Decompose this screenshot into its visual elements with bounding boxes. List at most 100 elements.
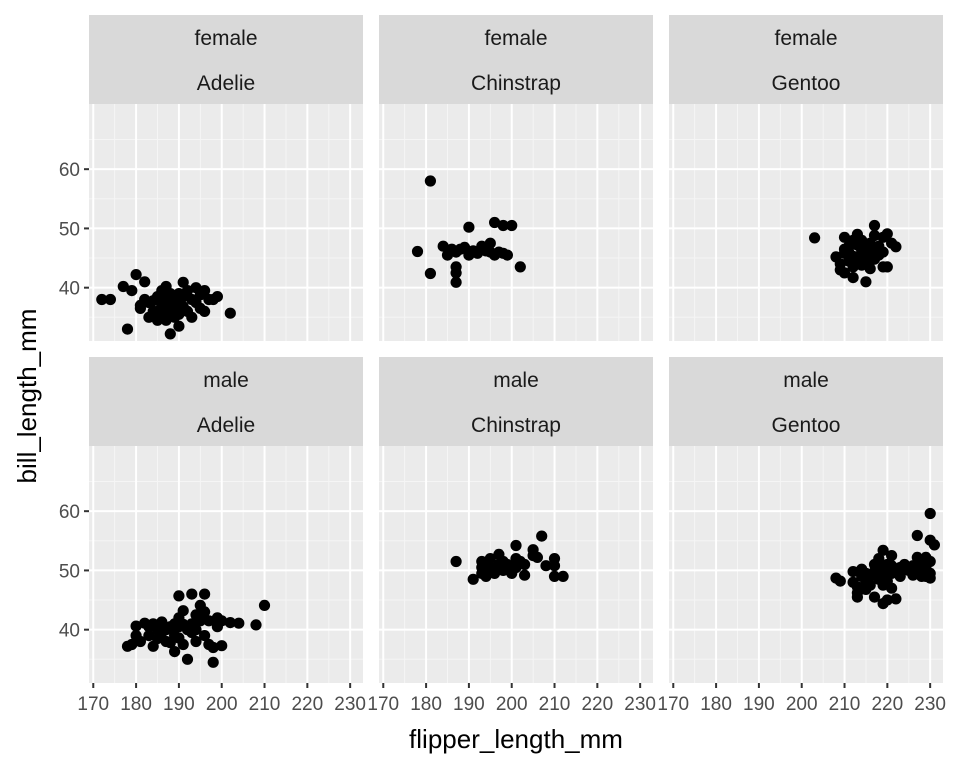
x-tick-label: 180 — [410, 694, 442, 715]
x-tick-label: 190 — [743, 694, 775, 715]
data-point — [881, 228, 893, 240]
data-point — [868, 219, 881, 232]
data-point — [548, 560, 561, 572]
data-point — [834, 575, 846, 587]
data-point — [199, 606, 211, 618]
data-point — [531, 551, 544, 564]
x-tick-label: 230 — [624, 694, 656, 715]
data-point — [224, 617, 236, 629]
data-point — [411, 245, 424, 258]
data-point — [177, 638, 189, 651]
data-point — [143, 630, 155, 642]
facet-strip — [669, 357, 943, 446]
data-point — [190, 635, 202, 648]
data-point — [838, 231, 851, 243]
x-tick-label: 220 — [871, 694, 903, 715]
data-point — [484, 553, 496, 565]
data-point — [809, 232, 821, 244]
facet-panel: female Chinstrap — [379, 15, 653, 341]
data-point — [199, 285, 211, 297]
data-point — [199, 630, 211, 642]
data-point — [224, 307, 236, 319]
data-point — [207, 656, 219, 668]
data-point — [501, 558, 513, 571]
x-tick-label: 230 — [914, 694, 946, 715]
x-tick-label: 180 — [120, 694, 152, 715]
data-point — [868, 591, 881, 603]
data-point — [881, 261, 893, 273]
data-point — [117, 280, 129, 293]
y-tick-label: 50 — [59, 561, 80, 582]
data-point — [851, 587, 864, 599]
data-point — [864, 579, 876, 591]
data-point — [186, 588, 198, 600]
data-point — [894, 570, 906, 583]
facet-strip-label-species: Adelie — [197, 72, 255, 95]
data-point — [181, 285, 194, 297]
data-point — [886, 582, 898, 594]
facet-strip-label-species: Gentoo — [772, 414, 841, 437]
facet-strip-label-species: Adelie — [197, 414, 255, 437]
data-point — [873, 561, 885, 574]
data-point — [96, 293, 108, 306]
data-point — [126, 638, 138, 651]
data-point — [450, 267, 462, 279]
data-point — [924, 555, 936, 568]
data-point — [890, 593, 902, 605]
data-point — [860, 276, 872, 288]
facet-panel: female Adelie — [89, 15, 363, 341]
data-point — [199, 588, 211, 600]
data-point — [199, 305, 211, 317]
facet-strip-label-sex: female — [774, 27, 837, 50]
facet-strip — [669, 15, 943, 104]
y-axis-title: bill_length_mm — [12, 309, 42, 484]
data-point — [211, 291, 223, 303]
data-point — [216, 640, 228, 652]
panel-background — [89, 104, 363, 341]
y-tick-label: 60 — [59, 502, 80, 523]
data-point — [190, 624, 202, 636]
facet-strip-label-species: Chinstrap — [471, 414, 561, 437]
data-point — [540, 560, 552, 572]
data-point — [484, 237, 496, 249]
x-tick-label: 170 — [77, 694, 109, 715]
facet-strip-label-sex: female — [194, 27, 257, 50]
data-point — [886, 550, 898, 562]
x-tick-label: 210 — [539, 694, 571, 715]
facet-panel: male Gentoo — [669, 357, 943, 683]
data-point — [519, 558, 531, 571]
x-tick-label: 180 — [700, 694, 732, 715]
data-point — [450, 555, 462, 568]
x-tick-label: 230 — [334, 694, 366, 715]
facet-strip-label-sex: male — [783, 369, 829, 392]
facet-strip — [379, 357, 653, 446]
facet-strip — [89, 15, 363, 104]
data-point — [877, 544, 889, 556]
panel-background — [669, 104, 943, 341]
data-point — [877, 246, 889, 258]
data-point — [424, 267, 436, 280]
data-point — [216, 615, 228, 627]
data-point — [130, 269, 142, 281]
data-point — [847, 566, 859, 578]
data-point — [164, 328, 176, 340]
data-point — [881, 594, 893, 606]
data-point — [194, 615, 206, 627]
y-tick-label: 40 — [59, 279, 80, 300]
data-point — [186, 311, 198, 323]
data-point — [104, 293, 116, 306]
facet-panel: female Gentoo — [669, 15, 943, 341]
y-tick-label: 50 — [59, 219, 80, 240]
data-point — [173, 320, 185, 332]
data-point — [911, 529, 923, 542]
data-point — [169, 646, 181, 658]
x-tick-label: 220 — [581, 694, 613, 715]
x-tick-label: 190 — [163, 694, 195, 715]
data-point — [134, 635, 146, 648]
y-tick-label: 40 — [59, 621, 80, 642]
x-tick-label: 200 — [786, 694, 818, 715]
data-point — [126, 285, 138, 297]
data-point — [924, 567, 936, 580]
panels-layer: femaleAdeliefemaleChinstrapfemaleGentoom… — [89, 15, 943, 683]
